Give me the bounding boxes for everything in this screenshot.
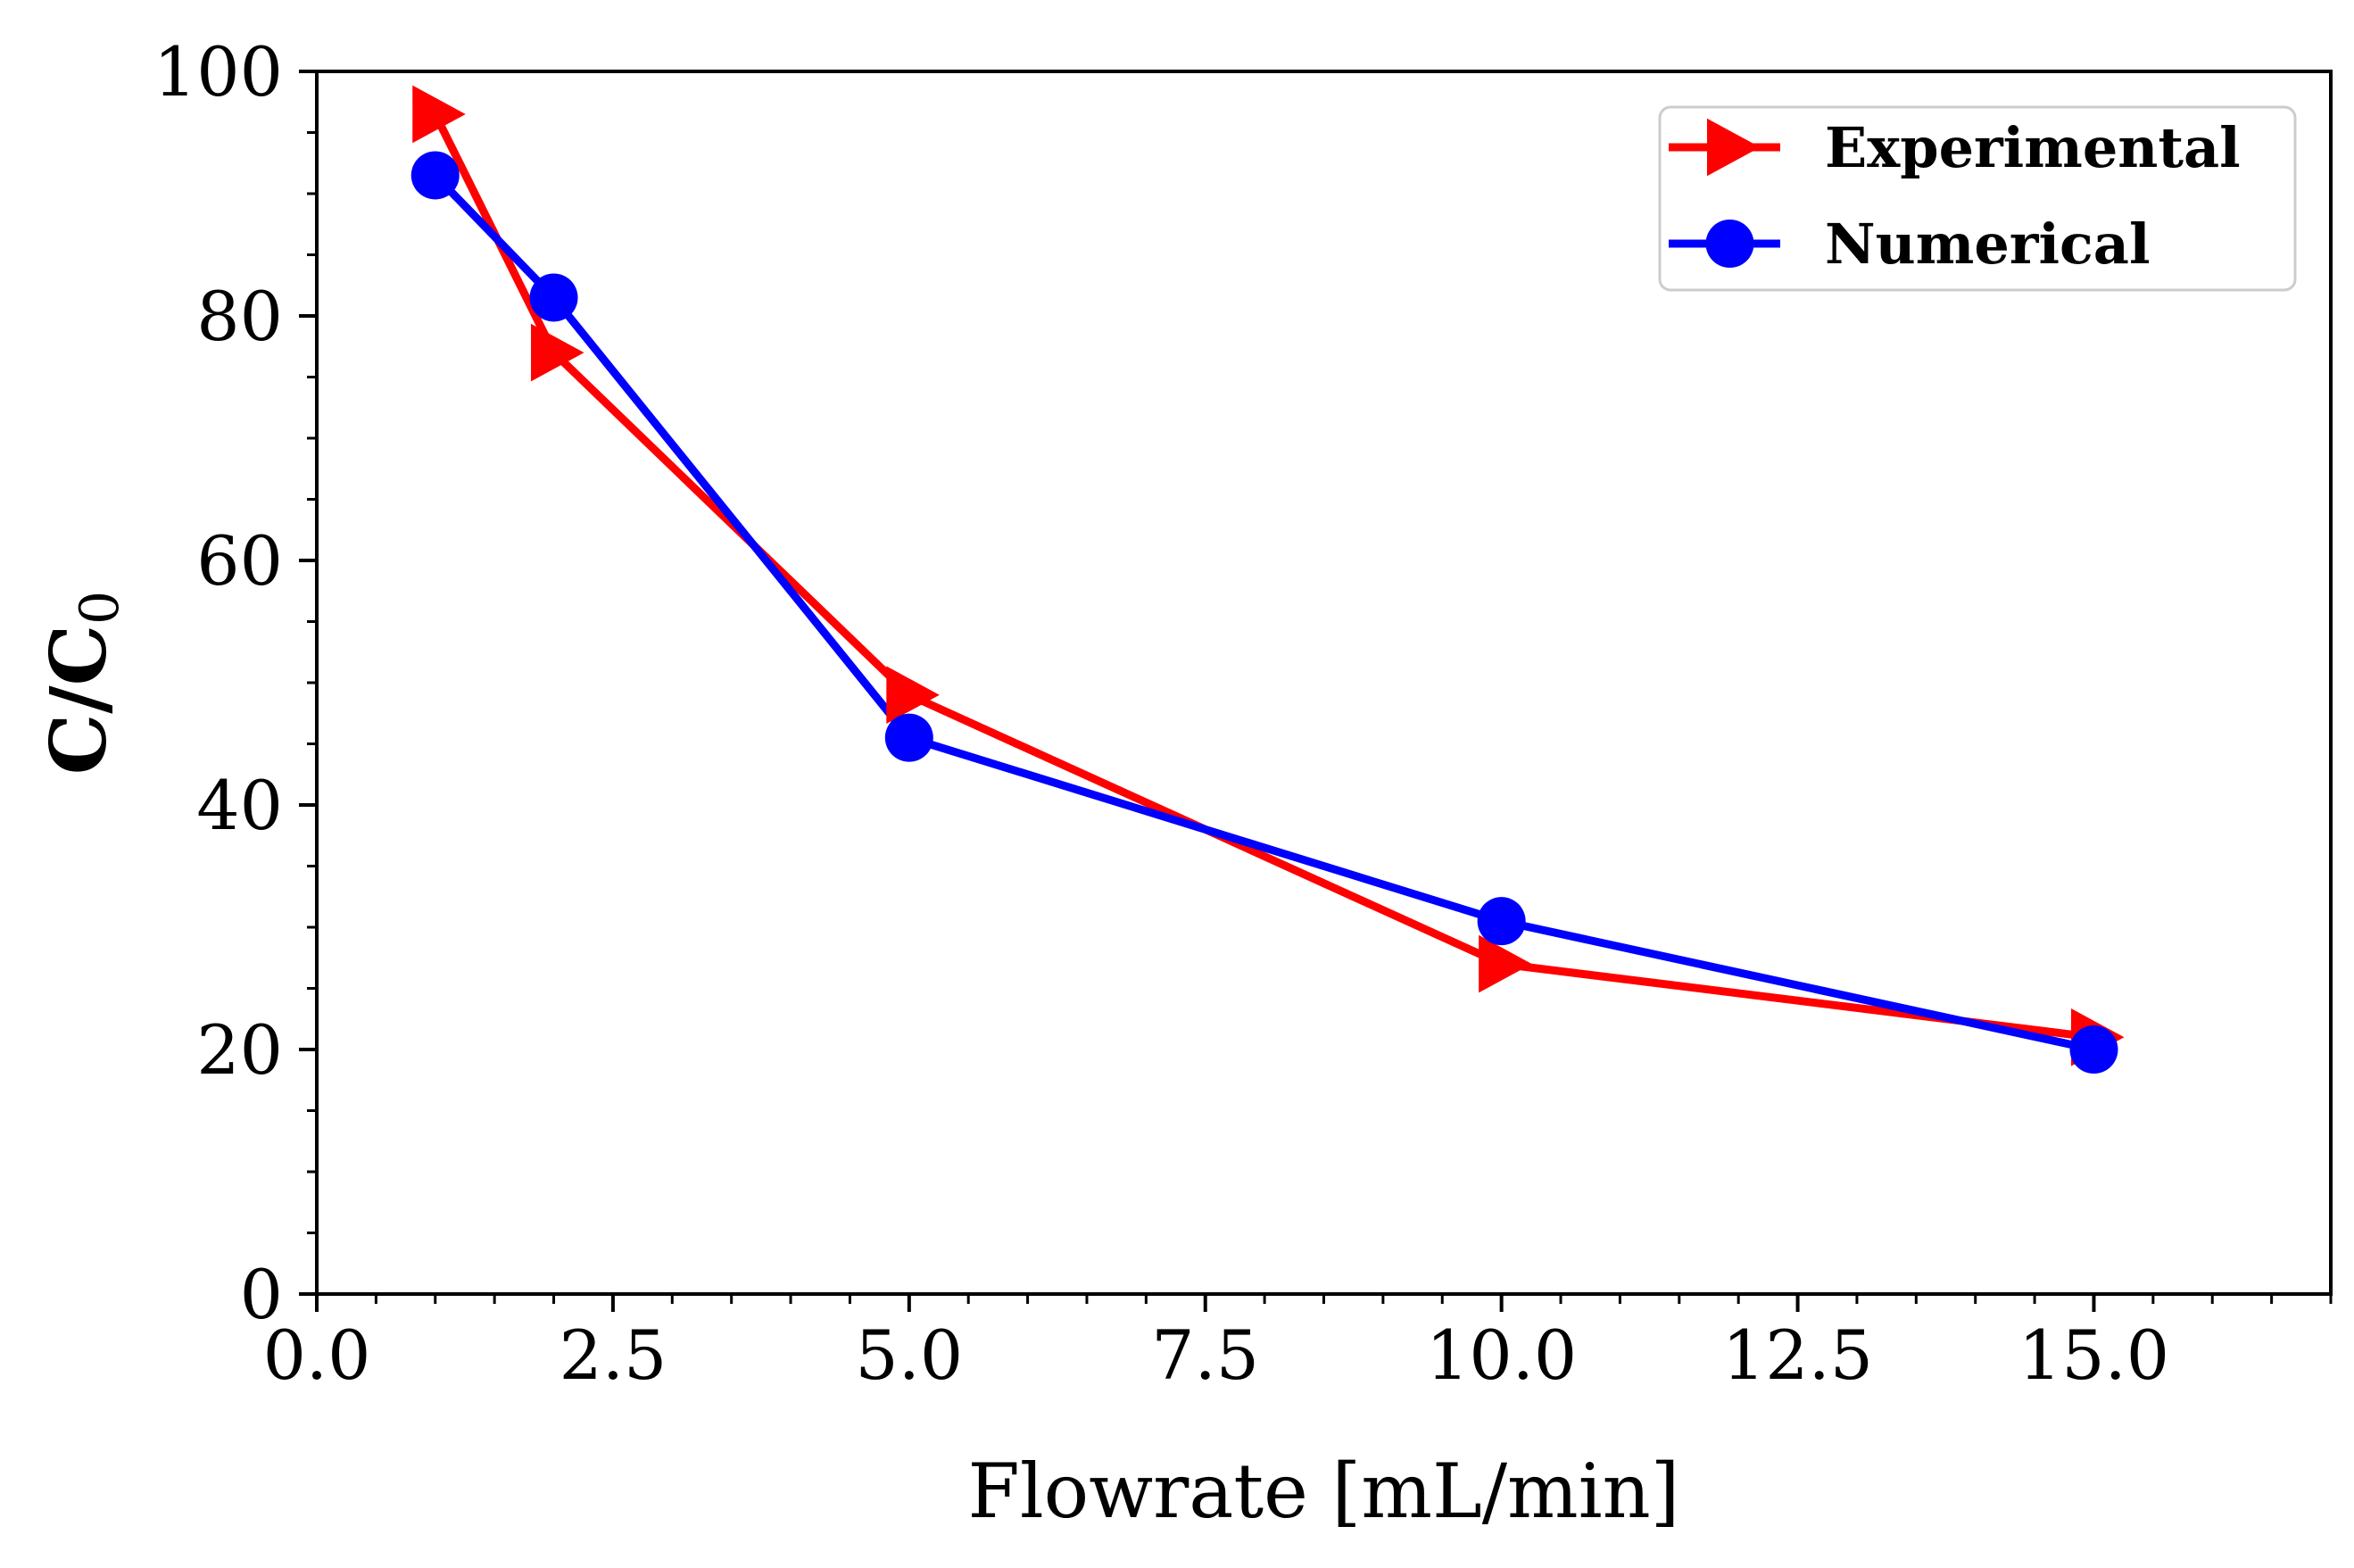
y-tick-label-4: 80 [196, 277, 283, 356]
y-axis-title: C/C0 [34, 591, 131, 776]
x-tick-label-0: 0.0 [263, 1315, 371, 1395]
y-tick-label-5: 100 [153, 32, 283, 112]
experimental-point-0 [412, 85, 466, 144]
legend-numerical-marker [1705, 220, 1754, 268]
x-tick-label-1: 2.5 [559, 1315, 667, 1395]
experimental-point-1 [531, 323, 584, 382]
numerical-point-3 [1477, 897, 1526, 946]
x-axis-title: Flowrate [mL/min] [968, 1448, 1680, 1535]
experimental-point-2 [886, 666, 940, 724]
y-axis-title-main: C/C [34, 625, 124, 775]
legend-experimental-marker [1707, 118, 1761, 177]
x-tick-label-6: 15.0 [2018, 1315, 2169, 1395]
legend: Experimental Numerical [1658, 105, 2297, 292]
x-tick-label-4: 10.0 [1426, 1315, 1577, 1395]
x-tick-label-2: 5.0 [855, 1315, 963, 1395]
legend-numerical-label: Numerical [1825, 212, 2151, 277]
axes: 0.0 2.5 5.0 7.5 10.0 12.5 15.0 0 20 40 60 80 100 Flow… [34, 32, 2333, 1535]
y-tick-label-3: 60 [196, 521, 283, 601]
y-axis-title-subscript: 0 [69, 591, 131, 625]
x-tick-label-5: 12.5 [1722, 1315, 1873, 1395]
experimental-point-3 [1479, 934, 1532, 993]
x-tick-label-3: 7.5 [1151, 1315, 1259, 1395]
numerical-series-line [431, 170, 2098, 1054]
plot-marks [410, 85, 2125, 1074]
legend-box [1658, 105, 2297, 292]
numerical-point-4 [2069, 1025, 2118, 1074]
y-tick-label-1: 20 [196, 1010, 283, 1090]
y-tick-label-0: 0 [240, 1255, 283, 1334]
legend-experimental-label: Experimental [1825, 115, 2241, 180]
numerical-point-1 [529, 273, 578, 322]
y-tick-label-2: 40 [196, 766, 283, 845]
numerical-point-2 [884, 713, 933, 762]
numerical-point-0 [410, 151, 460, 200]
